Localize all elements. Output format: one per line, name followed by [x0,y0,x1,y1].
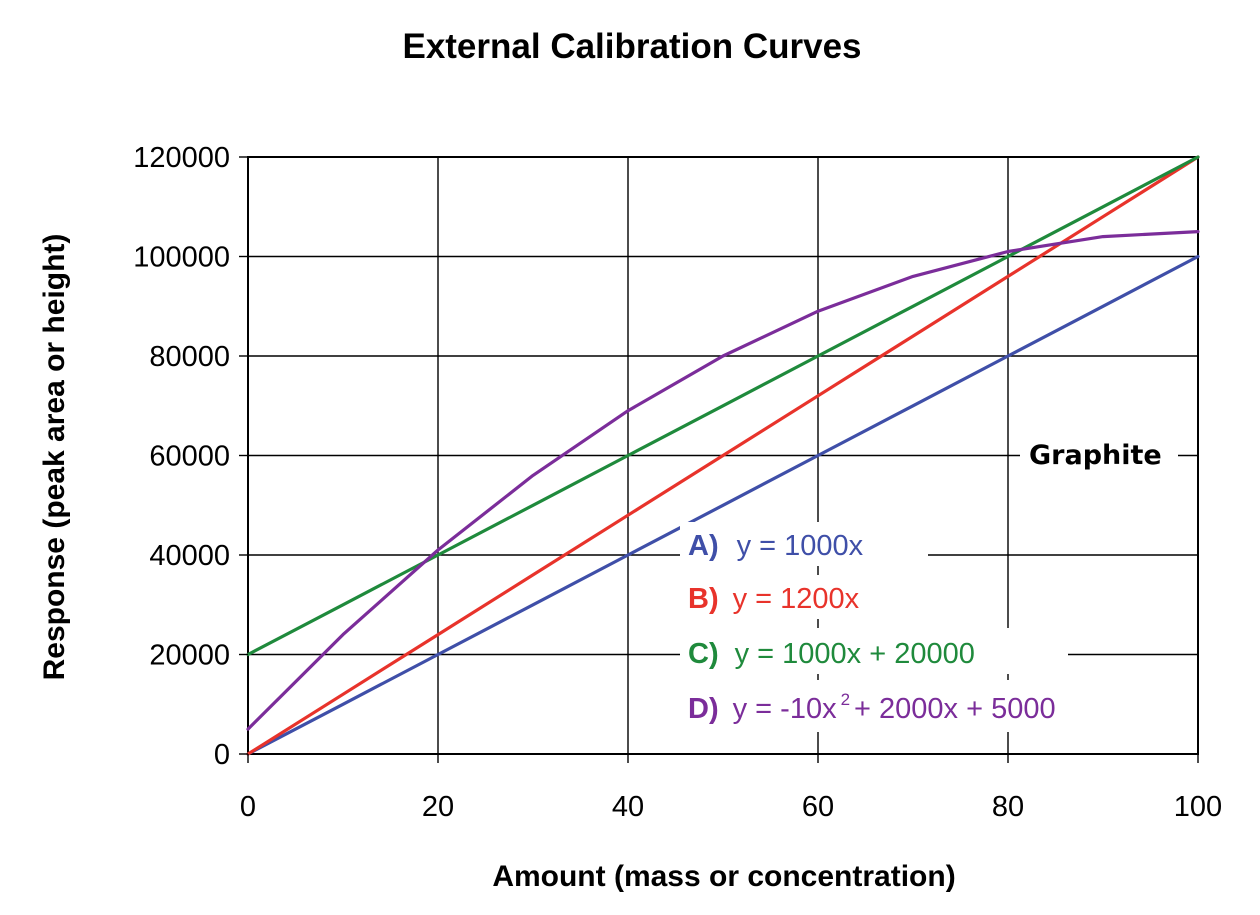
legend-equation-d-part1: y = -10x [733,693,837,725]
x-tick-label-5: 100 [1174,791,1222,823]
y-tick-label-0: 0 [214,739,230,771]
chart-title: External Calibration Curves [402,27,861,66]
legend-bg-a [680,522,928,566]
legend-entry-c: C) y = 1000x + 20000 [688,638,975,670]
y-tick-label-3: 60000 [149,441,230,473]
legend-entry-a: A) y = 1000x [688,530,864,562]
legend-entry-b: B) y = 1200x [688,583,860,615]
series-layer [246,155,1200,756]
legend-key-c: C) [688,638,719,670]
legend-bg-b [680,575,908,619]
series-line-d [246,230,1200,731]
x-tick-label-2: 40 [612,791,644,823]
y-ticks: 0 20000 40000 60000 80000 100000 120000 [133,142,248,771]
legend-key-b: B) [688,583,719,615]
x-tick-label-1: 20 [422,791,454,823]
annotation-graphite: Graphite [1029,440,1162,471]
x-tick-label-4: 80 [992,791,1024,823]
annotation-background [1020,432,1178,476]
y-tick-label-1: 20000 [149,640,230,672]
series-line-a [246,254,1200,756]
y-tick-label-5: 100000 [133,242,230,274]
y-axis-label: Response (peak area or height) [38,234,71,681]
series-line-b [246,155,1200,756]
x-axis-label: Amount (mass or concentration) [492,860,955,893]
y-tick-label-6: 120000 [133,142,230,174]
x-ticks: 0 20 40 60 80 100 [240,754,1222,823]
legend-equation-d-exponent: 2 [841,690,850,709]
legend-bg-c [680,628,1068,674]
legend-entry-d: D) y = -10x 2 + 2000x + 5000 [688,690,1056,725]
x-tick-label-0: 0 [240,791,256,823]
legend-bg-d [680,680,1168,732]
legend-equation-a: y = 1000x [737,530,864,562]
series-line-c [246,155,1200,657]
x-tick-label-3: 60 [802,791,834,823]
legend-equation-d-part2: + 2000x + 5000 [854,693,1056,725]
y-tick-label-4: 80000 [149,341,230,373]
legend-equation-c: y = 1000x + 20000 [735,638,975,670]
legend-equation-b: y = 1200x [733,583,860,615]
legend: A) y = 1000x B) y = 1200x C) y = 1000x +… [680,522,1168,732]
legend-key-d: D) [688,693,719,725]
y-tick-label-2: 40000 [149,540,230,572]
legend-key-a: A) [688,530,719,562]
